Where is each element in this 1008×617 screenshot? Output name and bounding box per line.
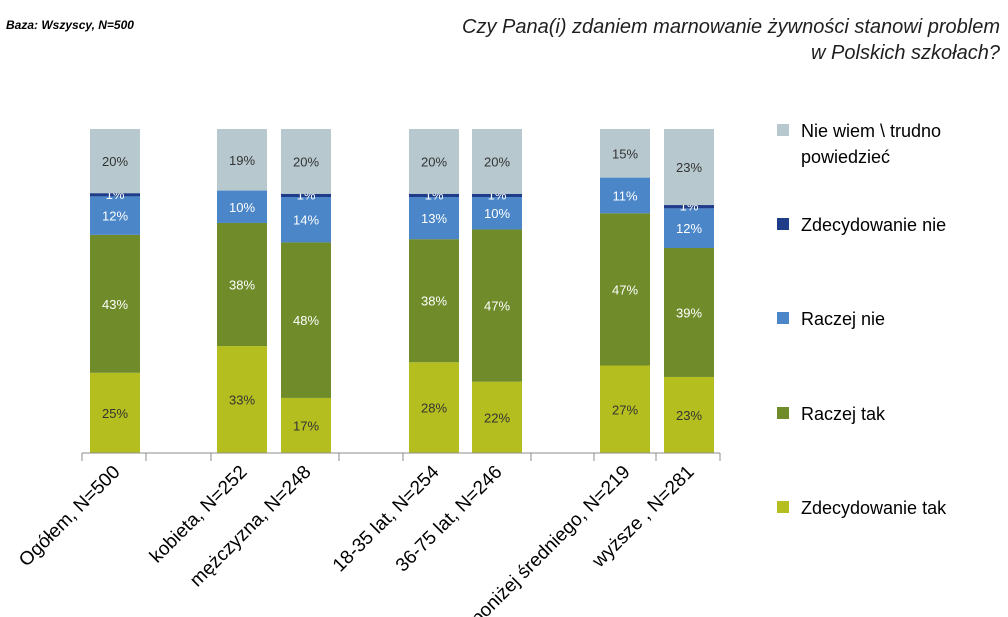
data-label: 19% xyxy=(229,153,255,168)
bar-segment xyxy=(472,129,522,194)
bar-segment xyxy=(409,129,459,194)
data-label: 10% xyxy=(484,206,510,221)
bar-segment xyxy=(90,234,140,373)
legend-swatch xyxy=(777,124,789,136)
bar-segment xyxy=(217,346,267,453)
chart-title: Czy Pana(i) zdaniem marnowanie żywności … xyxy=(300,14,1000,66)
legend-label: Zdecydowanie nie xyxy=(801,215,947,235)
chart-title-line-2: w Polskich szkołach? xyxy=(811,42,1000,64)
data-label: 23% xyxy=(676,160,702,175)
bar-segment xyxy=(409,362,459,453)
legend-swatch xyxy=(777,218,789,230)
chart-title-line-1: Czy Pana(i) zdaniem marnowanie żywności … xyxy=(462,16,1000,38)
bar-segment xyxy=(472,197,522,230)
bar-segment xyxy=(217,190,267,223)
data-label: 12% xyxy=(676,221,702,236)
data-label: 22% xyxy=(484,410,510,425)
data-label: 20% xyxy=(421,154,447,169)
data-label: 20% xyxy=(484,154,510,169)
data-label: 25% xyxy=(102,406,128,421)
bar-segment xyxy=(409,239,459,363)
bar-segment xyxy=(600,177,650,214)
bar-segment xyxy=(217,222,267,347)
bar-segment xyxy=(409,193,459,198)
bar-segment xyxy=(472,381,522,453)
data-label: 47% xyxy=(484,299,510,314)
bar-segment xyxy=(664,376,714,453)
bar-segment xyxy=(664,205,714,209)
bar-segment xyxy=(90,129,140,194)
bar-segment xyxy=(600,213,650,366)
bar-segment xyxy=(664,129,714,206)
legend-swatch xyxy=(777,501,789,513)
legend-swatch xyxy=(777,312,789,324)
category-label: 36-75 lat, N=246 xyxy=(392,462,507,577)
data-label: 43% xyxy=(102,297,128,312)
bar-segment xyxy=(281,129,331,194)
bar-segment xyxy=(472,193,522,198)
legend-label: Nie wiem \ trudno powiedzieć xyxy=(801,121,942,167)
base-note: Baza: Wszyscy, N=500 xyxy=(6,18,134,32)
legend-label: Raczej nie xyxy=(801,309,886,329)
data-label: 27% xyxy=(612,402,638,417)
legend-swatch xyxy=(777,407,789,419)
bar-segment xyxy=(281,197,331,243)
data-label: 20% xyxy=(293,154,319,169)
data-label: 11% xyxy=(612,188,637,203)
bar-segment xyxy=(664,208,714,249)
bar-segment xyxy=(409,197,459,240)
bar-segment xyxy=(472,229,522,382)
data-label: 38% xyxy=(421,294,447,309)
data-label: 48% xyxy=(293,313,319,328)
bar-segment xyxy=(600,129,650,178)
bar-segment xyxy=(90,372,140,453)
data-label: 10% xyxy=(229,200,255,215)
legend-label: Raczej tak xyxy=(801,404,886,424)
data-label: 14% xyxy=(293,213,319,228)
bar-segment xyxy=(90,193,140,197)
data-label: 23% xyxy=(676,408,702,423)
data-label: 20% xyxy=(102,154,128,169)
bar-segment xyxy=(600,365,650,453)
data-label: 39% xyxy=(676,305,702,320)
bar-segment xyxy=(281,397,331,453)
data-label: 15% xyxy=(612,146,638,161)
data-label: 13% xyxy=(421,211,447,226)
bar-segment xyxy=(281,193,331,198)
category-label: 18-35 lat, N=254 xyxy=(329,461,444,576)
data-label: 12% xyxy=(102,209,128,224)
bar-segment xyxy=(90,196,140,235)
data-label: 47% xyxy=(612,282,638,297)
data-label: 38% xyxy=(229,278,255,293)
data-label: 33% xyxy=(229,393,255,408)
category-label: Ogółem, N=500 xyxy=(15,462,124,571)
data-label: 28% xyxy=(421,401,447,416)
bar-segment xyxy=(217,129,267,191)
category-label: mężczyzna, N=248 xyxy=(186,462,315,591)
data-label: 17% xyxy=(293,418,319,433)
legend-label: Zdecydowanie tak xyxy=(801,498,947,518)
bar-segment xyxy=(664,248,714,377)
bar-segment xyxy=(281,242,331,398)
